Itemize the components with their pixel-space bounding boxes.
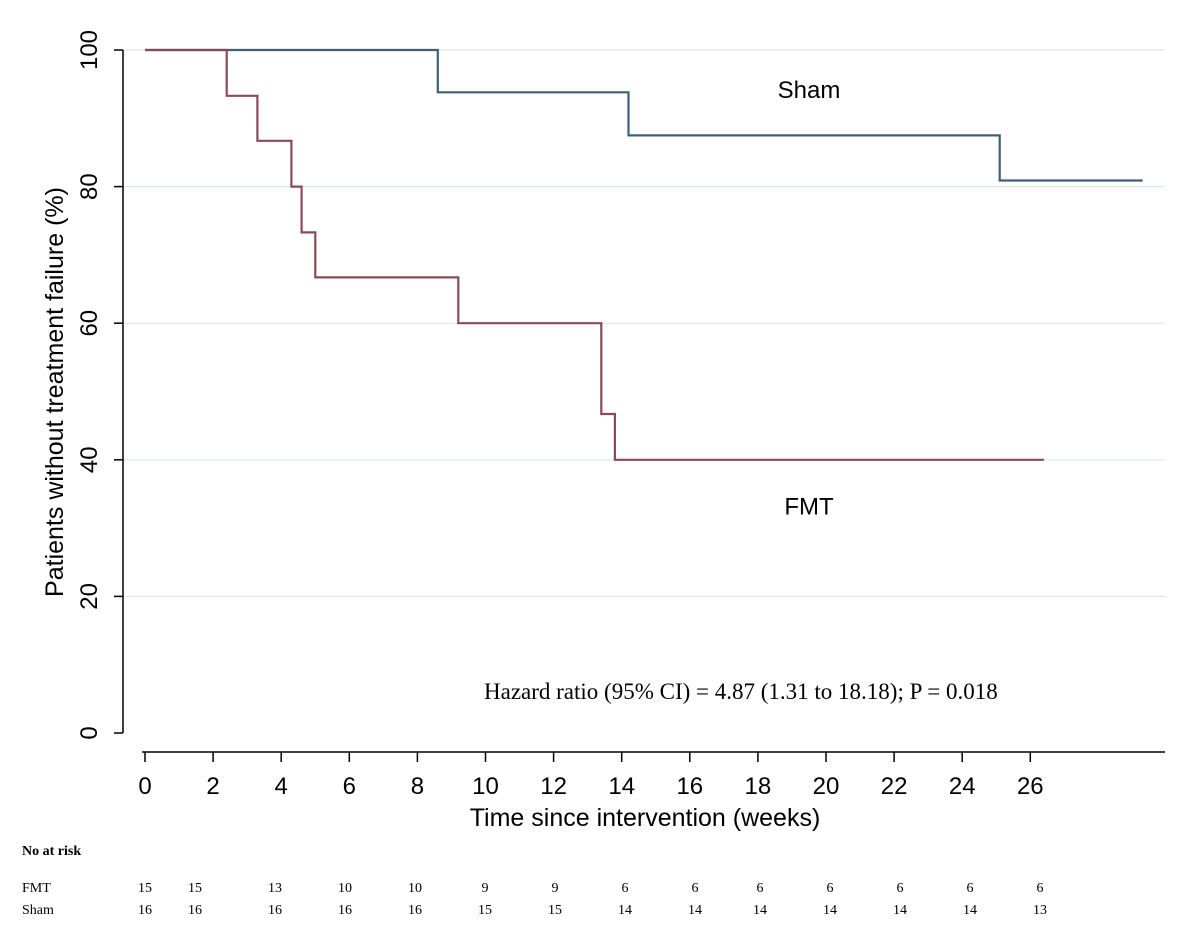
risk-cell: 16 [338, 903, 352, 918]
x-tick-label: 12 [540, 773, 567, 800]
x-tick-label: 16 [676, 773, 703, 800]
y-tick-label: 100 [76, 30, 103, 70]
risk-table: No at risk FMT 15 15 13 10 10 9 9 6 6 6 6 6 6 6 Sham 16 1… [22, 844, 1047, 918]
x-tick-label: 26 [1017, 773, 1044, 800]
risk-cell: 10 [408, 881, 422, 896]
series-label-sham: Sham [778, 77, 841, 104]
y-tick-label: 0 [76, 726, 103, 739]
risk-cell: 15 [138, 881, 152, 896]
risk-cell: 6 [897, 881, 904, 896]
risk-cell: 16 [268, 903, 282, 918]
series-line-sham [145, 48, 1143, 182]
x-tick-label: 2 [206, 773, 219, 800]
risk-cell: 14 [618, 903, 632, 918]
risk-cell: 16 [188, 903, 202, 918]
x-tick-label: 22 [881, 773, 908, 800]
x-tick-label: 10 [472, 773, 499, 800]
x-tick-label: 24 [949, 773, 976, 800]
x-tick-label: 8 [411, 773, 424, 800]
risk-cell: 15 [548, 903, 562, 918]
risk-cell: 6 [692, 881, 699, 896]
y-axis-title: Patients without treatment failure (%) [41, 187, 69, 597]
risk-cell: 14 [963, 903, 977, 918]
risk-row-label: Sham [22, 903, 54, 918]
x-tick-label: 14 [608, 773, 635, 800]
series-label-fmt: FMT [784, 493, 834, 520]
risk-row-label: FMT [22, 881, 51, 896]
series-lines [145, 48, 1143, 461]
series-labels: Sham FMT [778, 77, 841, 521]
x-tick-label: 6 [343, 773, 356, 800]
x-tick-label: 0 [138, 773, 151, 800]
risk-cell: 6 [622, 881, 629, 896]
y-tick-label: 60 [76, 310, 103, 337]
x-tick-label: 18 [745, 773, 772, 800]
risk-cell: 14 [753, 903, 767, 918]
x-tick-label: 20 [813, 773, 840, 800]
risk-cell: 16 [138, 903, 152, 918]
risk-cell: 10 [338, 881, 352, 896]
y-tick-label: 40 [76, 446, 103, 473]
y-tick-label: 80 [76, 173, 103, 200]
y-ticks: 0 20 40 60 80 100 [76, 30, 123, 740]
hazard-ratio-annotation: Hazard ratio (95% CI) = 4.87 (1.31 to 18… [484, 679, 998, 704]
risk-cell: 13 [1033, 903, 1047, 918]
risk-cell: 6 [827, 881, 834, 896]
risk-cell: 16 [408, 903, 422, 918]
axes [122, 50, 1165, 753]
x-tick-label: 4 [275, 773, 288, 800]
x-ticks: 0 2 4 6 8 10 12 14 16 18 20 22 24 26 [138, 752, 1044, 800]
risk-table-title: No at risk [22, 844, 81, 859]
grid-lines [123, 49, 1165, 598]
risk-cell: 9 [482, 881, 489, 896]
risk-cell: 9 [552, 881, 559, 896]
risk-cell: 14 [823, 903, 837, 918]
series-line-fmt [145, 48, 1044, 461]
risk-cell: 15 [478, 903, 492, 918]
risk-cell: 13 [268, 881, 282, 896]
y-tick-label: 20 [76, 583, 103, 610]
risk-cell: 15 [188, 881, 202, 896]
risk-cell: 6 [1037, 881, 1044, 896]
risk-cell: 14 [688, 903, 702, 918]
x-axis-title: Time since intervention (weeks) [470, 804, 821, 832]
risk-cell: 6 [757, 881, 764, 896]
risk-cell: 6 [967, 881, 974, 896]
risk-cell: 14 [893, 903, 907, 918]
